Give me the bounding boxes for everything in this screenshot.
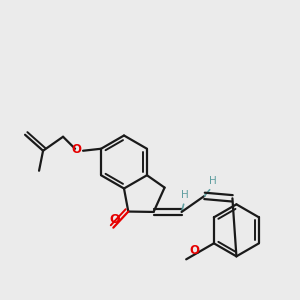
Text: H: H <box>209 176 217 186</box>
Text: O: O <box>71 143 81 156</box>
Text: O: O <box>109 213 120 226</box>
Text: H: H <box>181 190 188 200</box>
Text: O: O <box>189 244 199 257</box>
